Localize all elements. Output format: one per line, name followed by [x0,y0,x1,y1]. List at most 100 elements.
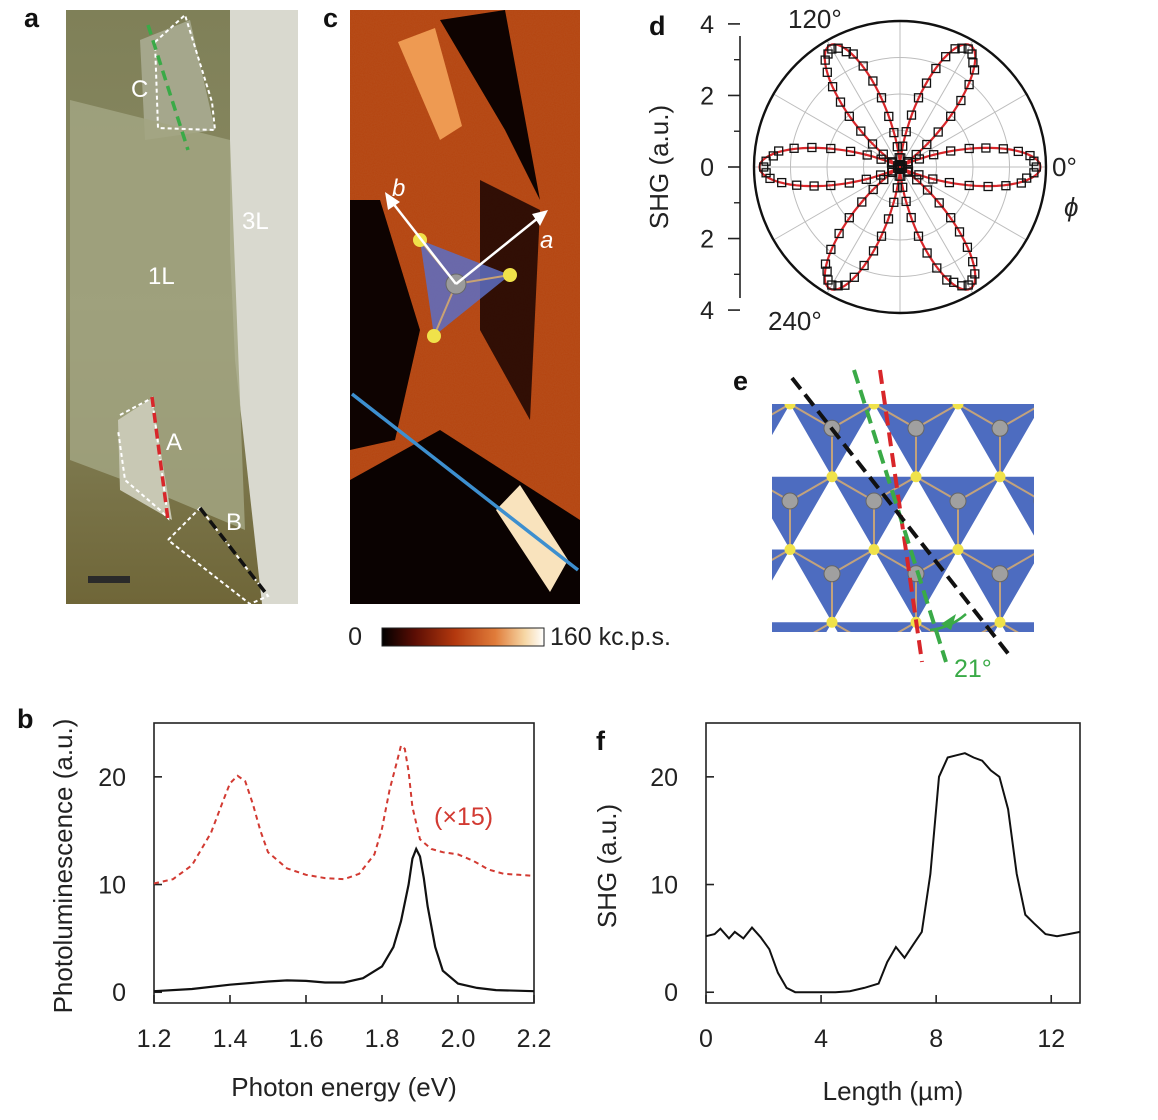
region-a-outline [117,396,170,521]
polar-data-point [932,263,942,273]
lattice-mo-atom [950,638,966,654]
polar-data-point [912,175,922,185]
lattice-s-atom [784,543,796,555]
y-tick-label: 20 [98,764,126,792]
polar-data-point [942,275,952,285]
lattice-s-atom [1079,471,1090,482]
lattice-mo-atom [991,565,1009,583]
polar-data-point [868,184,878,195]
polar-data-point [826,143,836,154]
polar-data-point [928,174,938,184]
x-tick-label: 4 [814,1025,828,1053]
lattice-s-atom [911,326,922,337]
polar-data-point [876,231,887,241]
lattice-triangle [1042,549,1126,622]
region-a-red-line [150,396,170,521]
lattice-triangle [1084,622,1158,695]
lattice-bond [772,548,791,562]
plot-f-y-title: SHG (a.u.) [592,804,622,928]
polar-data-point [822,67,832,77]
polar-data-point [964,180,974,191]
polar-data-point [844,111,854,121]
lattice-mo-atom [1033,498,1034,504]
lattice-s-atom [1121,399,1132,410]
lattice-triangle [832,331,916,404]
map-bright-bottom [496,485,568,592]
polar-data-point [1022,173,1032,183]
panel-d-letter: d [649,11,666,41]
y-tick-label: 10 [650,872,678,900]
polar-y-tick-label: 4 [700,11,714,39]
plot-f-frame [705,722,1081,1004]
polar-data-point [1013,146,1023,157]
lattice-s-atom [827,326,838,337]
panel-e: e 21° [706,326,1158,695]
lattice-bond [832,331,874,355]
x-tick-label: 0 [699,1025,713,1053]
polar-data-point [922,139,932,150]
polar-data-point [820,55,830,65]
axis-a-arrowhead [532,210,548,226]
polar-data-point [967,275,977,285]
polar-angle-label: 0° [1052,152,1077,182]
lattice-triangle [1084,331,1158,404]
panel-a-letter: a [24,3,40,33]
polar-data-point [946,146,956,156]
lattice-bond [813,621,833,632]
lattice-bond [1126,622,1158,646]
polar-data-point [876,93,887,103]
polar-angle-labels: 0° 120° 240° [768,4,1077,336]
polar-y-axis-title: SHG (a.u.) [644,105,674,229]
polar-data-point [1025,150,1035,161]
lattice-bond [958,331,1000,355]
lattice-bond [1126,404,1158,428]
lattice-bond [1084,622,1126,646]
polar-data-point [768,151,778,161]
lattice-bond [1042,404,1084,428]
polar-data-point [840,280,850,290]
polar-y-ticks: 4 2 0 2 4 [700,11,740,325]
region-a-flake [118,398,172,520]
polar-data-point [922,248,932,258]
lattice-bond [772,404,791,416]
lattice-s-atom [995,326,1006,337]
polar-data-point [913,231,924,241]
polar-data-point [998,144,1008,154]
polar-data-point [931,63,941,74]
panel-e-letter: e [733,366,748,396]
polar-data-point [892,183,902,193]
panel-d: d 4 2 0 2 4 SHG (a.u.) 0° 120° 240° ϕ [644,4,1078,336]
lattice-mo-atom [740,420,756,436]
lattice-s-atom [952,543,964,555]
lattice-triangle [772,404,790,436]
x-tick-label: 1.6 [289,1025,324,1053]
lattice-bond [1042,477,1084,501]
polar-data-point [968,257,978,267]
lattice-triangle [958,404,1034,477]
lattice-s-atom [1037,544,1048,555]
lattice-mo-atom [782,638,798,654]
panel-a: a C 1L 3L A B [24,3,298,606]
s-atom-3 [427,329,441,343]
polar-data-point [914,170,924,180]
lattice-mo-atom [781,492,799,510]
polar-data-point [848,49,858,59]
polar-data-point [857,197,867,207]
lattice-s-atom [826,471,838,483]
polar-data-point [913,93,924,103]
polar-data-point [765,173,775,184]
lattice-mo-atom [991,419,1009,437]
polar-data-point [969,65,980,75]
polar-data-point [826,244,836,255]
axis-a-label: a [540,227,553,254]
lattice-triangle [1126,404,1158,477]
polar-data-point [1029,168,1039,178]
lattice-bond [1084,477,1126,501]
map-dark-top [440,10,540,200]
lattice-bond [706,404,748,428]
polar-data-point [921,78,932,88]
plot-b-y-title: Photoluminescence (a.u.) [48,719,78,1014]
polar-data-point [868,76,878,86]
polar-data-point [878,149,888,159]
lattice-black-line [790,376,1012,658]
